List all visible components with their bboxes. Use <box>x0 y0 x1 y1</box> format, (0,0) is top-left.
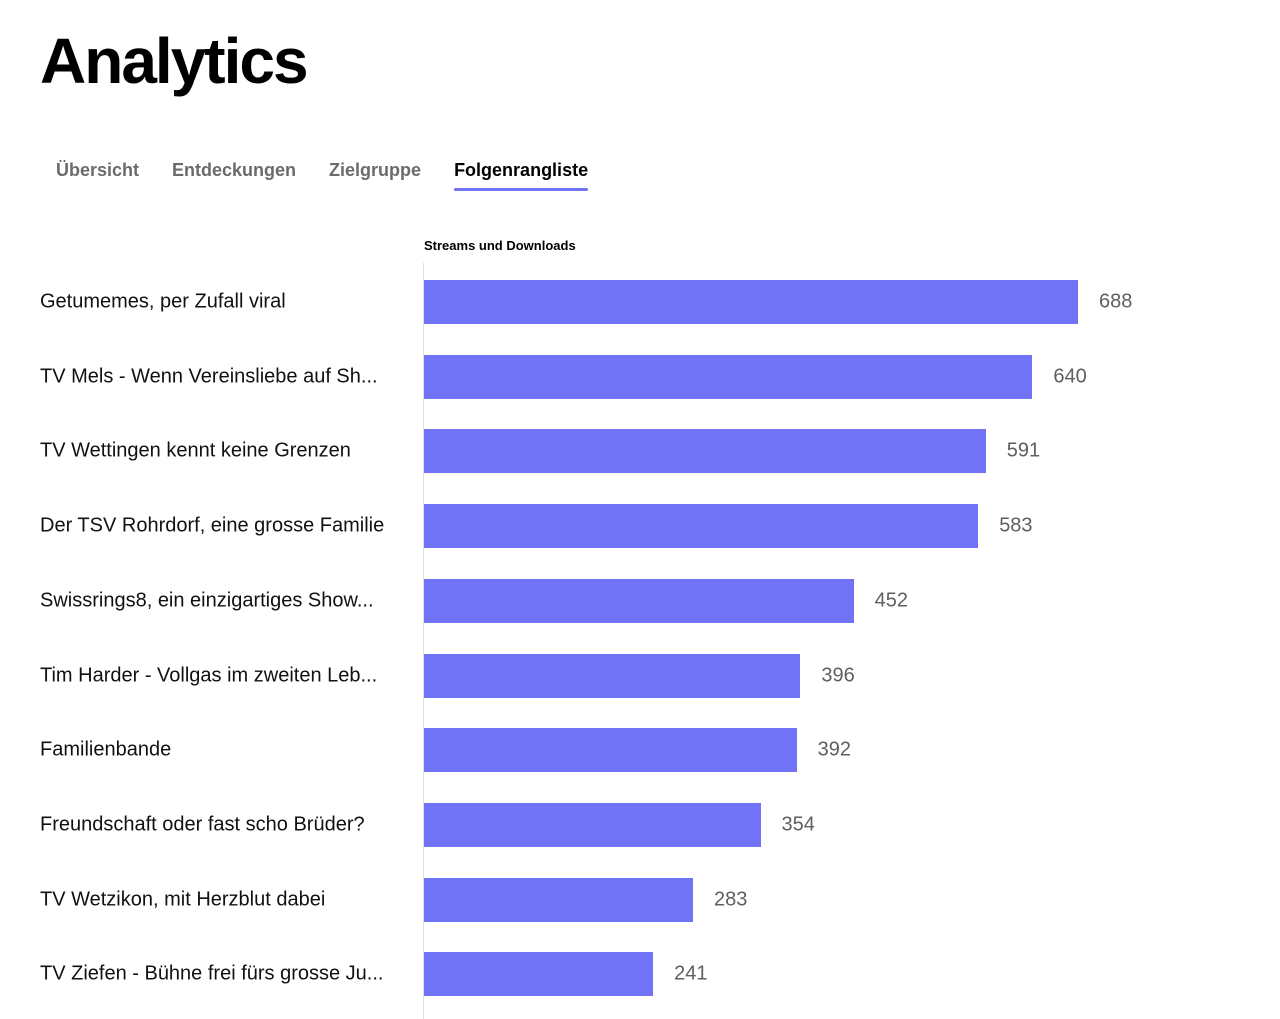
chart-row: Familienbande 392 <box>0 728 1280 773</box>
episode-label: TV Mels - Wenn Vereinsliebe auf Sh... <box>40 365 378 388</box>
bar <box>424 504 979 549</box>
bar <box>424 429 986 474</box>
tab-uebersicht[interactable]: Übersicht <box>56 160 140 180</box>
bar-value-label: 640 <box>1053 365 1087 388</box>
bar-value-label: 396 <box>821 664 855 686</box>
bar <box>424 653 801 698</box>
chart-row: Swissrings8, ein einzigartiges Show... 45… <box>0 578 1280 623</box>
episode-label: TV Ziefen - Bühne frei fürs grosse Ju... <box>40 962 384 985</box>
chart-row: TV Wetzikon, mit Herzblut dabei 283 <box>0 877 1280 922</box>
chart-row: TV Mels - Wenn Vereinsliebe auf Sh... 640 <box>0 354 1280 399</box>
tab-folgenrangliste[interactable]: Folgenrangliste <box>454 160 589 191</box>
bar-value-label: 241 <box>674 962 708 985</box>
tab-entdeckungen[interactable]: Entdeckungen <box>172 160 297 180</box>
tab-zielgruppe[interactable]: Zielgruppe <box>329 160 422 180</box>
episode-label: Swissrings8, ein einzigartiges Show... <box>40 589 374 612</box>
bar <box>424 952 654 997</box>
episode-label: Tim Harder - Vollgas im zweiten Leb... <box>40 664 378 686</box>
episode-label: Freundschaft oder fast scho Brüder? <box>40 813 365 836</box>
episode-label: TV Wettingen kennt keine Grenzen <box>40 439 351 462</box>
chart-row: Der TSV Rohrdorf, eine grosse Familie 583 <box>0 504 1280 549</box>
bar-value-label: 591 <box>1006 439 1041 462</box>
bar <box>424 280 1078 324</box>
chart-row: TV Ziefen - Bühne frei fürs grosse Ju...… <box>0 952 1280 997</box>
episode-label: TV Wetzikon, mit Herzblut dabei <box>40 888 326 911</box>
chart-row: Getumemes, per Zufall viral 688 <box>0 280 1280 324</box>
episode-label: Familienbande <box>40 738 172 761</box>
bar-value-label: 688 <box>1099 290 1133 313</box>
chart-row: Tim Harder - Vollgas im zweiten Leb... 39… <box>0 653 1280 698</box>
bar <box>424 728 797 773</box>
chart-row: TV Wettingen kennt keine Grenzen 591 <box>0 429 1280 474</box>
bar <box>424 877 693 922</box>
bar-value-label: 354 <box>781 813 815 836</box>
chart-row: Freundschaft oder fast scho Brüder? 354 <box>0 802 1280 847</box>
page-title: Analytics <box>40 25 309 97</box>
bar-value-label: 583 <box>999 514 1033 537</box>
episode-label: Der TSV Rohrdorf, eine grosse Familie <box>40 514 385 537</box>
bar-value-label: 392 <box>817 738 851 761</box>
chart-title: Streams und Downloads <box>424 238 576 253</box>
episode-label: Getumemes, per Zufall viral <box>40 290 286 313</box>
bar <box>424 354 1033 399</box>
chart-axis-line <box>423 263 424 1019</box>
bar-value-label: 452 <box>874 589 909 612</box>
tab-bar: Übersicht Entdeckungen Zielgruppe Folgen… <box>56 160 589 191</box>
bar <box>424 578 854 623</box>
bar <box>424 802 761 847</box>
bar-value-label: 283 <box>714 888 748 911</box>
